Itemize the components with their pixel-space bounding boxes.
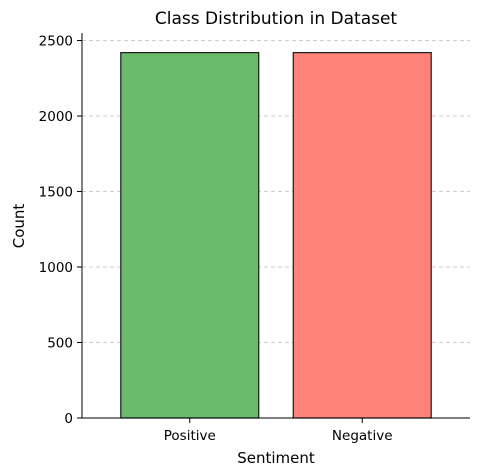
y-axis-ticks: 0 500 1000 1500 2000 2500	[39, 34, 82, 427]
bars	[120, 52, 432, 419]
chart-title: Class Distribution in Dataset	[155, 9, 398, 29]
y-tick-label: 500	[47, 336, 73, 352]
y-tick-label: 2500	[39, 34, 73, 50]
y-axis-label: Count	[10, 204, 28, 249]
x-axis-label: Sentiment	[237, 449, 315, 467]
bar-negative	[292, 52, 432, 419]
y-tick-label: 0	[64, 411, 73, 427]
y-tick-label: 1000	[39, 260, 73, 276]
y-tick-label: 2000	[39, 109, 73, 125]
bar-positive	[120, 52, 260, 419]
x-tick-label: Negative	[332, 428, 393, 444]
x-tick-label: Positive	[164, 428, 216, 444]
x-axis-ticks: Positive Negative	[164, 418, 393, 444]
y-tick-label: 1500	[39, 185, 73, 201]
